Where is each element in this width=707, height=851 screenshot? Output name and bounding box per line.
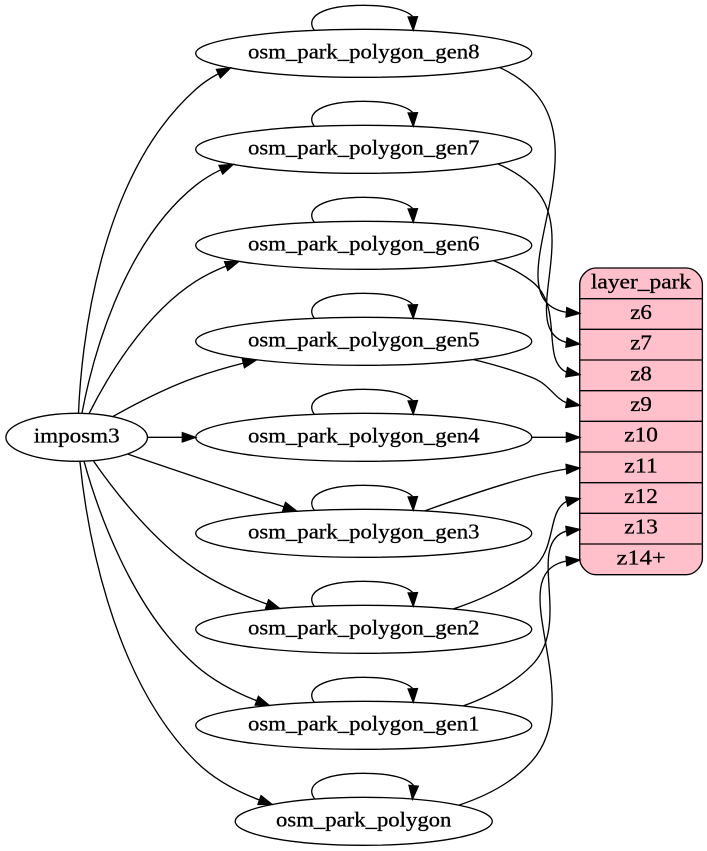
svg-text:z11: z11 <box>624 454 658 477</box>
svg-text:z14+: z14+ <box>616 546 665 569</box>
svg-text:osm_park_polygon_gen7: osm_park_polygon_gen7 <box>248 136 480 159</box>
svg-text:osm_park_polygon_gen6: osm_park_polygon_gen6 <box>248 232 480 255</box>
svg-text:osm_park_polygon_gen8: osm_park_polygon_gen8 <box>248 40 480 63</box>
svg-text:osm_park_polygon: osm_park_polygon <box>276 808 452 831</box>
svg-text:z10: z10 <box>624 424 658 447</box>
svg-text:osm_park_polygon_gen2: osm_park_polygon_gen2 <box>248 616 480 639</box>
svg-text:layer_park: layer_park <box>591 270 692 293</box>
svg-text:imposm3: imposm3 <box>34 424 120 447</box>
svg-text:z13: z13 <box>624 516 658 539</box>
svg-text:z9: z9 <box>630 393 652 416</box>
svg-text:z6: z6 <box>630 301 652 324</box>
svg-text:z8: z8 <box>630 362 652 385</box>
svg-text:osm_park_polygon_gen5: osm_park_polygon_gen5 <box>248 328 480 351</box>
svg-text:z12: z12 <box>624 485 658 508</box>
svg-text:z7: z7 <box>630 332 652 355</box>
svg-text:osm_park_polygon_gen3: osm_park_polygon_gen3 <box>248 520 480 543</box>
svg-text:osm_park_polygon_gen4: osm_park_polygon_gen4 <box>248 424 480 447</box>
svg-text:osm_park_polygon_gen1: osm_park_polygon_gen1 <box>248 712 480 735</box>
